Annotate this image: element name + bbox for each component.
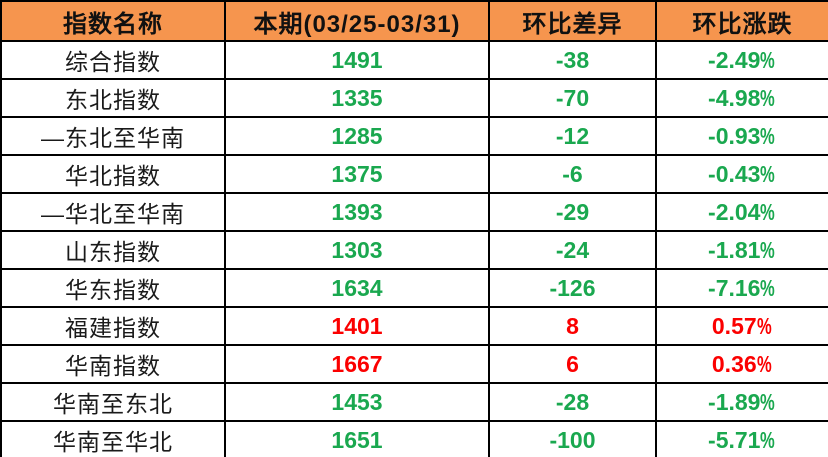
index-name-cell: 山东指数 bbox=[0, 230, 226, 270]
percent-sign: % bbox=[760, 274, 776, 301]
header-period-change: 环比涨跌 bbox=[655, 0, 828, 42]
header-index-name: 指数名称 bbox=[0, 0, 226, 42]
index-name-cell: 东北指数 bbox=[0, 78, 226, 118]
index-name-cell: 福建指数 bbox=[0, 306, 226, 346]
diff-value-cell: 8 bbox=[488, 306, 657, 346]
index-name-cell: 华北指数 bbox=[0, 154, 226, 194]
table-row: 山东指数 1303 -24 -1.81% bbox=[0, 230, 828, 270]
table-row: 综合指数 1491 -38 -2.49% bbox=[0, 40, 828, 80]
current-value-cell: 1401 bbox=[224, 306, 490, 346]
current-value-cell: 1651 bbox=[224, 420, 490, 457]
index-name-cell: 综合指数 bbox=[0, 40, 226, 80]
current-value-cell: 1375 bbox=[224, 154, 490, 194]
percent-sign: % bbox=[756, 350, 772, 377]
diff-value-cell: -6 bbox=[488, 154, 657, 194]
percent-sign: % bbox=[756, 312, 772, 339]
diff-value-cell: -28 bbox=[488, 382, 657, 422]
table-row: 华东指数 1634 -126 -7.16% bbox=[0, 268, 828, 308]
percent-sign: % bbox=[760, 426, 776, 453]
percent-sign: % bbox=[760, 388, 776, 415]
current-value-cell: 1393 bbox=[224, 192, 490, 232]
diff-value-cell: -70 bbox=[488, 78, 657, 118]
current-value-cell: 1335 bbox=[224, 78, 490, 118]
change-value-cell: -0.43% bbox=[655, 154, 828, 194]
diff-value-cell: -12 bbox=[488, 116, 657, 156]
change-value-cell: -2.04% bbox=[655, 192, 828, 232]
header-current-period: 本期(03/25-03/31) bbox=[224, 0, 490, 42]
change-value-cell: -2.49% bbox=[655, 40, 828, 80]
table-row: 华南至东北 1453 -28 -1.89% bbox=[0, 382, 828, 422]
percent-sign: % bbox=[760, 160, 776, 187]
current-value-cell: 1453 bbox=[224, 382, 490, 422]
change-value-cell: -1.89% bbox=[655, 382, 828, 422]
table-row: 东北指数 1335 -70 -4.98% bbox=[0, 78, 828, 118]
diff-value-cell: -100 bbox=[488, 420, 657, 457]
change-value-cell: -5.71% bbox=[655, 420, 828, 457]
index-name-cell: —东北至华南 bbox=[0, 116, 226, 156]
index-name-cell: 华南至东北 bbox=[0, 382, 226, 422]
table-row: 华北指数 1375 -6 -0.43% bbox=[0, 154, 828, 194]
change-value-cell: -4.98% bbox=[655, 78, 828, 118]
change-value-cell: -7.16% bbox=[655, 268, 828, 308]
table-body: 综合指数 1491 -38 -2.49% 东北指数 1335 -70 -4.98% —东北至华南… bbox=[0, 40, 828, 457]
current-value-cell: 1667 bbox=[224, 344, 490, 384]
index-name-cell: 华南至华北 bbox=[0, 420, 226, 457]
change-value-cell: -1.81% bbox=[655, 230, 828, 270]
percent-sign: % bbox=[760, 236, 776, 263]
percent-sign: % bbox=[760, 84, 776, 111]
table-row: —东北至华南 1285 -12 -0.93% bbox=[0, 116, 828, 156]
table-row: 福建指数 1401 8 0.57% bbox=[0, 306, 828, 346]
table-row: —华北至华南 1393 -29 -2.04% bbox=[0, 192, 828, 232]
current-value-cell: 1491 bbox=[224, 40, 490, 80]
table-row: 华南至华北 1651 -100 -5.71% bbox=[0, 420, 828, 457]
index-name-cell: 华南指数 bbox=[0, 344, 226, 384]
current-value-cell: 1634 bbox=[224, 268, 490, 308]
current-value-cell: 1303 bbox=[224, 230, 490, 270]
header-row: 指数名称 本期(03/25-03/31) 环比差异 环比涨跌 bbox=[0, 0, 828, 42]
change-value-cell: 0.57% bbox=[655, 306, 828, 346]
change-value-cell: -0.93% bbox=[655, 116, 828, 156]
diff-value-cell: -24 bbox=[488, 230, 657, 270]
diff-value-cell: -38 bbox=[488, 40, 657, 80]
percent-sign: % bbox=[760, 198, 776, 225]
diff-value-cell: 6 bbox=[488, 344, 657, 384]
current-value-cell: 1285 bbox=[224, 116, 490, 156]
change-value-cell: 0.36% bbox=[655, 344, 828, 384]
index-name-cell: 华东指数 bbox=[0, 268, 226, 308]
header-period-diff: 环比差异 bbox=[488, 0, 657, 42]
percent-sign: % bbox=[760, 46, 776, 73]
index-name-cell: —华北至华南 bbox=[0, 192, 226, 232]
percent-sign: % bbox=[760, 122, 776, 149]
diff-value-cell: -29 bbox=[488, 192, 657, 232]
diff-value-cell: -126 bbox=[488, 268, 657, 308]
table-row: 华南指数 1667 6 0.36% bbox=[0, 344, 828, 384]
